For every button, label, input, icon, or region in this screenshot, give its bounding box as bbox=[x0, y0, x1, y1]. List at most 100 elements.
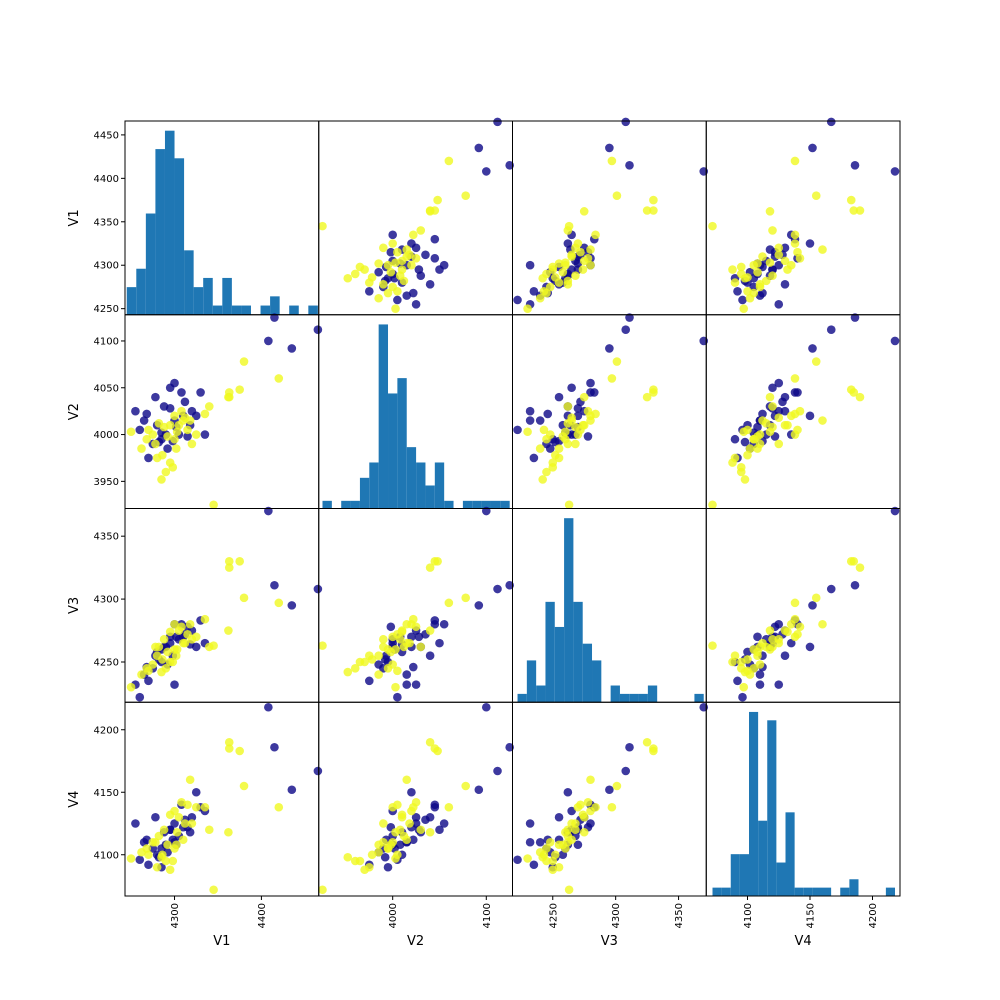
y-tick-label: 4300 bbox=[94, 261, 119, 272]
scatter-point bbox=[855, 206, 865, 215]
scatter-point bbox=[435, 638, 444, 648]
scatter-point bbox=[505, 161, 514, 170]
scatter-point bbox=[567, 413, 576, 423]
histogram-bar bbox=[785, 812, 795, 896]
scatter-point bbox=[165, 810, 175, 820]
scatter-point bbox=[550, 850, 560, 860]
scatter-point bbox=[774, 260, 784, 270]
scatter-point bbox=[383, 260, 393, 270]
scatter-point bbox=[542, 288, 551, 298]
scatter-point bbox=[430, 619, 440, 629]
scatter-point bbox=[743, 273, 752, 282]
x-tick-label: 4100 bbox=[743, 903, 754, 928]
scatter-point bbox=[561, 427, 570, 437]
scatter-point bbox=[154, 831, 164, 841]
scatter-point bbox=[765, 207, 775, 216]
scatter-point bbox=[200, 614, 210, 624]
scatter-point bbox=[191, 802, 201, 812]
scatter-point bbox=[235, 385, 244, 394]
scatter-point bbox=[790, 614, 800, 624]
scatter-point bbox=[433, 557, 442, 566]
scatter-point bbox=[571, 825, 580, 835]
scatter-point bbox=[397, 256, 407, 266]
scatter-point bbox=[740, 475, 750, 484]
scatter-point bbox=[126, 427, 136, 437]
scatter-point bbox=[586, 388, 595, 397]
scatter-point bbox=[408, 230, 418, 240]
scatter-point bbox=[578, 810, 588, 820]
scatter-point bbox=[535, 837, 545, 847]
scatter-point bbox=[535, 416, 545, 425]
scatter-point bbox=[148, 430, 158, 439]
scatter-point bbox=[728, 458, 737, 467]
scatter-point bbox=[761, 276, 771, 286]
y-axis-label: V4 bbox=[67, 791, 82, 808]
scatter-point bbox=[402, 680, 412, 689]
scatter-point bbox=[172, 827, 182, 837]
scatter-point bbox=[159, 825, 169, 835]
scatter-point bbox=[780, 280, 790, 289]
scatter-point bbox=[548, 865, 558, 875]
scatter-point bbox=[730, 434, 740, 444]
scatter-point bbox=[408, 835, 418, 845]
x-tick-label: 4400 bbox=[257, 903, 268, 928]
scatter-point bbox=[818, 245, 827, 254]
histogram-bar bbox=[592, 660, 602, 703]
scatter-point bbox=[612, 357, 622, 366]
scatter-point bbox=[780, 392, 790, 402]
scatter-point bbox=[505, 580, 514, 590]
scatter-point bbox=[444, 598, 454, 608]
histogram-bar bbox=[350, 500, 360, 509]
scatter-point bbox=[374, 670, 383, 679]
scatter-point bbox=[374, 259, 383, 268]
scatter-point bbox=[171, 651, 181, 660]
scatter-point bbox=[542, 467, 551, 477]
scatter-point bbox=[826, 325, 836, 335]
scatter-point bbox=[425, 280, 435, 289]
scatter-point bbox=[185, 619, 195, 629]
scatter-point bbox=[142, 409, 152, 419]
scatter-point bbox=[367, 273, 377, 282]
scatter-point bbox=[849, 206, 859, 215]
scatter-point bbox=[183, 425, 192, 435]
scatter-point bbox=[542, 844, 551, 853]
scatter-point bbox=[402, 619, 412, 629]
scatter-point bbox=[649, 385, 658, 394]
histogram-bar bbox=[554, 626, 565, 703]
scatter-point bbox=[379, 635, 388, 644]
histogram-bar bbox=[749, 711, 759, 896]
scatter-point bbox=[165, 404, 175, 413]
scatter-point bbox=[586, 378, 595, 388]
histogram-bar bbox=[758, 820, 768, 896]
histogram-bar bbox=[126, 287, 137, 315]
histogram-bar bbox=[712, 887, 722, 896]
scatter-point bbox=[625, 161, 634, 170]
scatter-point bbox=[408, 662, 418, 672]
scatter-point bbox=[774, 638, 784, 648]
scatter-point bbox=[270, 580, 279, 590]
scatter-point bbox=[386, 267, 396, 277]
scatter-point bbox=[780, 256, 790, 266]
scatter-point bbox=[790, 374, 800, 383]
scatter-point bbox=[131, 406, 140, 416]
scatter-point bbox=[204, 402, 214, 411]
scatter-point bbox=[621, 766, 631, 776]
scatter-point bbox=[755, 280, 765, 289]
scatter-point bbox=[730, 278, 740, 287]
scatter-point bbox=[350, 663, 360, 673]
x-tick-label: 4200 bbox=[868, 903, 879, 928]
histogram-bar bbox=[270, 296, 280, 315]
scatter-point bbox=[264, 336, 273, 346]
scatter-point bbox=[224, 827, 233, 837]
scatter-point bbox=[768, 265, 777, 274]
histogram-bar bbox=[260, 305, 271, 315]
histogram-bar bbox=[803, 887, 813, 896]
scatter-point bbox=[391, 682, 400, 692]
scatter-point bbox=[550, 450, 560, 460]
scatter-point bbox=[749, 434, 759, 444]
scatter-point bbox=[168, 463, 178, 472]
scatter-point bbox=[405, 638, 414, 648]
scatter-point bbox=[793, 388, 802, 397]
scatter-point bbox=[185, 775, 195, 785]
scatter-point bbox=[765, 258, 775, 267]
